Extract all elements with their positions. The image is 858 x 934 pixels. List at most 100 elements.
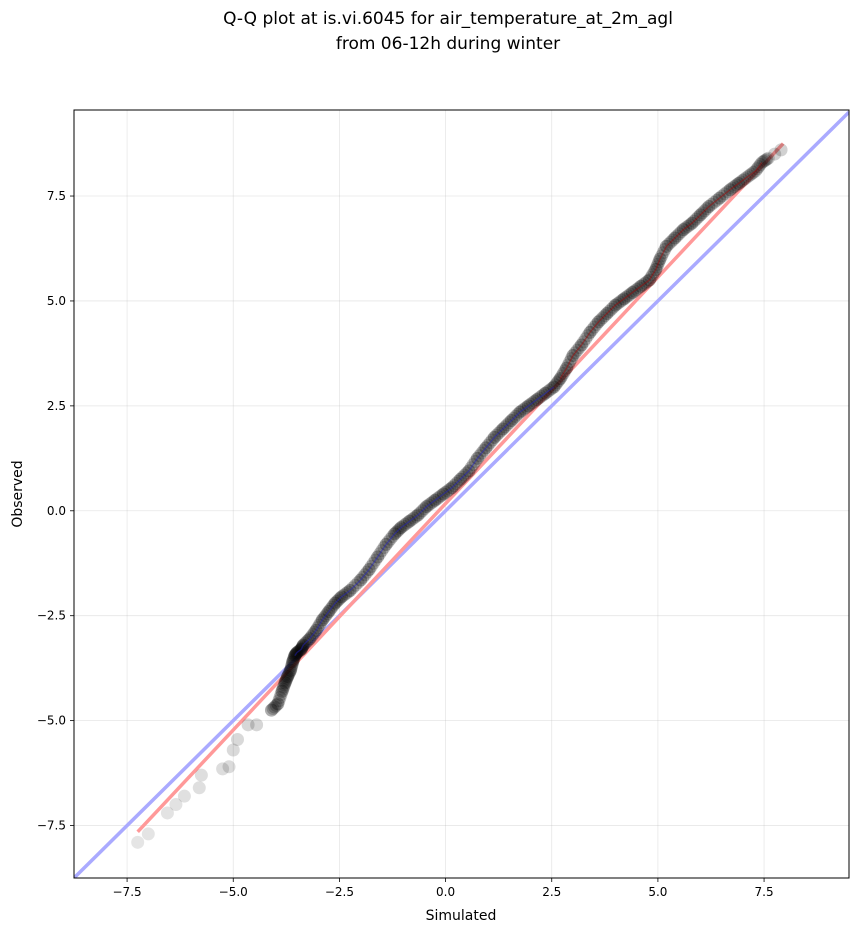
quantile-point xyxy=(388,527,402,541)
quantile-point xyxy=(400,516,414,530)
quantile-point xyxy=(617,292,631,306)
quantile-point xyxy=(750,162,764,176)
quantile-point xyxy=(611,297,625,311)
quantile-point xyxy=(458,468,472,482)
quantile-point xyxy=(566,349,580,363)
quantile-point xyxy=(720,185,734,199)
quantile-point xyxy=(768,147,782,161)
quantile-point xyxy=(492,426,506,440)
quantile-point xyxy=(396,519,410,533)
overlay-low-segment xyxy=(294,386,555,657)
quantile-point xyxy=(335,590,349,604)
quantile-point xyxy=(662,237,676,251)
quantile-point xyxy=(652,255,666,269)
quantile-point xyxy=(279,673,293,687)
quantile-point xyxy=(642,273,656,287)
quantile-point xyxy=(294,642,308,656)
quantile-point xyxy=(277,678,291,692)
quantile-point xyxy=(301,633,315,647)
quantile-point xyxy=(681,219,695,233)
quantile-point xyxy=(596,311,610,325)
quantile-point xyxy=(758,153,772,167)
quantile-point xyxy=(695,206,709,220)
y-tick-label: 2.5 xyxy=(47,399,66,413)
quantile-point xyxy=(473,449,487,463)
quantile-point xyxy=(311,621,325,635)
quantile-point xyxy=(377,541,391,555)
quantile-point xyxy=(749,164,763,178)
quantile-point xyxy=(364,559,378,573)
quantile-point xyxy=(630,282,644,296)
quantile-point xyxy=(289,646,303,660)
quantile-point xyxy=(422,498,436,512)
quantile-point xyxy=(169,798,183,812)
quantile-point xyxy=(271,697,285,711)
quantile-point xyxy=(577,335,591,349)
quantile-point xyxy=(581,329,595,343)
quantile-point xyxy=(647,265,661,279)
quantile-point xyxy=(300,635,313,649)
quantile-point xyxy=(600,307,614,321)
quantile-point xyxy=(281,670,295,684)
quantile-point xyxy=(553,372,567,386)
quantile-point xyxy=(561,358,575,372)
quantile-point xyxy=(658,243,672,257)
quantile-point xyxy=(550,376,564,390)
quantile-point xyxy=(460,466,474,480)
quantile-point xyxy=(325,600,339,614)
quantile-point xyxy=(534,389,548,403)
quantile-point xyxy=(746,165,760,179)
x-tick-label: −7.5 xyxy=(113,885,142,899)
quantile-point xyxy=(732,176,746,190)
quantile-point xyxy=(284,663,298,677)
plot-area-frame xyxy=(73,109,850,879)
quantile-point xyxy=(532,391,546,405)
quantile-point xyxy=(343,584,357,598)
quantile-point xyxy=(436,487,450,501)
y-tick-label: −5.0 xyxy=(37,714,66,728)
reference-lines xyxy=(74,110,849,878)
quantile-point xyxy=(309,623,323,637)
quantile-point xyxy=(274,687,288,701)
quantile-point xyxy=(430,492,444,506)
y-axis-label: Observed xyxy=(10,460,26,527)
quantile-point xyxy=(729,178,743,192)
quantile-point xyxy=(547,380,561,394)
quantile-point xyxy=(712,191,726,205)
quantile-point xyxy=(589,318,603,332)
y-tick-label: 0.0 xyxy=(47,504,66,518)
grid-lines xyxy=(74,110,849,878)
quantile-point xyxy=(676,223,690,237)
quantile-point xyxy=(526,396,540,410)
quantile-point xyxy=(434,489,448,503)
quantile-point xyxy=(449,477,463,491)
quantile-point xyxy=(755,155,769,169)
quantile-point xyxy=(322,605,336,619)
identity-line xyxy=(74,110,849,878)
quantile-point xyxy=(275,684,289,698)
quantile-point xyxy=(656,246,670,260)
quantile-point xyxy=(604,302,618,316)
quantile-point xyxy=(568,346,582,360)
quantile-point xyxy=(328,596,342,610)
quantile-point xyxy=(470,451,484,465)
quantile-point xyxy=(560,361,574,375)
quantile-point xyxy=(509,409,523,423)
quantile-point xyxy=(354,573,368,587)
quantile-point xyxy=(346,581,360,595)
quantile-point xyxy=(375,544,389,558)
quantile-point xyxy=(290,646,304,660)
quantile-points xyxy=(131,143,788,849)
quantile-point xyxy=(679,221,693,235)
quantile-point xyxy=(585,323,599,337)
quantile-point xyxy=(636,278,650,292)
quantile-point xyxy=(278,676,292,690)
quantile-point xyxy=(285,657,299,671)
quantile-point xyxy=(291,645,305,659)
quantile-point xyxy=(574,338,588,352)
quantile-point xyxy=(634,279,648,293)
quantile-point xyxy=(638,276,652,290)
quantile-point xyxy=(226,743,240,757)
quantile-point xyxy=(287,652,301,666)
